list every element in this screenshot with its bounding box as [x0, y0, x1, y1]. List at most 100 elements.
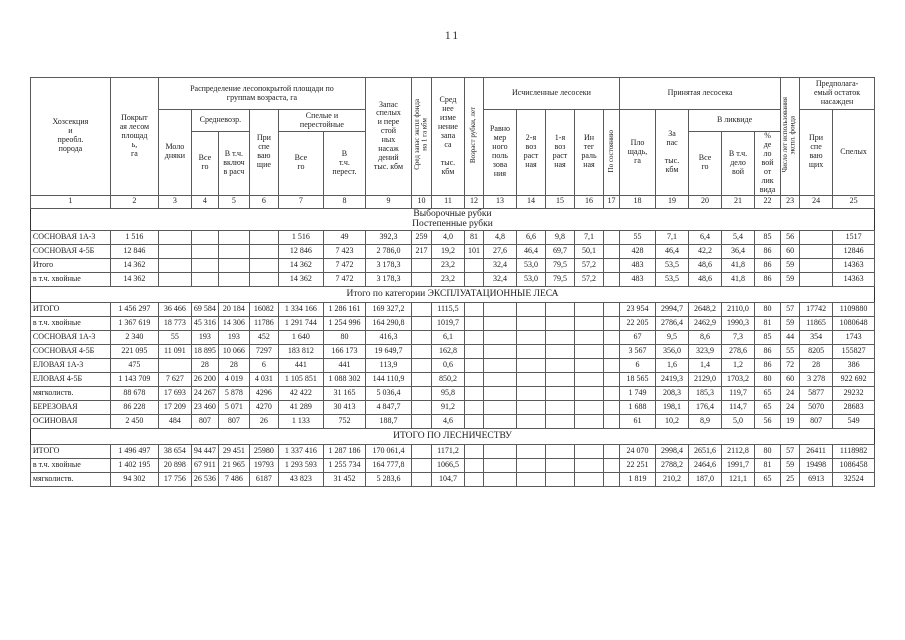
data-cell: 86 [754, 343, 782, 359]
data-cell: 2788,2 [655, 457, 690, 473]
data-cell: 1 367 619 [109, 315, 159, 331]
data-cell: 19,2 [430, 243, 465, 259]
data-cell: 11 091 [157, 343, 192, 359]
data-cell: 2786,4 [655, 315, 690, 331]
data-cell: 30 413 [322, 399, 366, 415]
data-cell [482, 457, 517, 473]
column-number-row: 1 2 3 4 5 6 7 8 9 10 11 12 13 14 15 16 1… [29, 194, 876, 209]
data-cell [602, 385, 621, 401]
table-row: мягколиств. 88 678 17 693 24 267 5 878 4296 42… [29, 385, 876, 401]
data-cell: 7 472 [322, 271, 366, 287]
data-cell: 69 584 [190, 301, 219, 317]
col-header-years-of-use: Число лет использования экспл. фонда [780, 77, 801, 196]
data-cell: 1115,5 [430, 301, 465, 317]
data-cell: 72 [780, 357, 801, 373]
data-cell [410, 443, 432, 459]
data-cell: 38 654 [157, 443, 192, 459]
data-cell: 14 362 [109, 271, 159, 287]
data-cell: 86 [754, 357, 782, 373]
data-cell [602, 399, 621, 415]
data-cell [515, 399, 546, 415]
col-header-merchantable-pct: % де ло вой от лик вида [754, 131, 782, 196]
data-cell [248, 257, 279, 273]
data-cell: 23 954 [619, 301, 657, 317]
data-cell: 185,3 [688, 385, 723, 401]
col-num: 14 [515, 194, 546, 209]
data-cell: 1080648 [832, 315, 876, 331]
data-cell: 170 061,4 [364, 443, 412, 459]
data-cell [515, 357, 546, 373]
data-cell [602, 271, 621, 287]
subgroup-header-mature-overmature: Спелые и перестойные [277, 109, 366, 132]
data-cell [515, 471, 546, 487]
data-cell [602, 315, 621, 331]
data-cell: 354 [799, 329, 834, 345]
data-cell: 11786 [248, 315, 279, 331]
data-cell: 24 267 [190, 385, 219, 401]
table-row: Итого 14 362 14 362 7 472 3 178,3 23,2 32,4 53,… [29, 257, 876, 273]
data-cell: 53,0 [515, 257, 546, 273]
data-cell [544, 457, 575, 473]
data-cell [217, 271, 250, 287]
data-cell: 81 [754, 457, 782, 473]
data-cell [573, 301, 604, 317]
data-cell: 259 [410, 229, 432, 245]
data-cell [602, 357, 621, 373]
data-cell: 2 450 [109, 413, 159, 429]
data-cell [190, 271, 219, 287]
data-cell: 86 [754, 243, 782, 259]
data-cell: 5877 [799, 385, 834, 401]
data-cell: 95,8 [430, 385, 465, 401]
data-cell: 19498 [799, 457, 834, 473]
col-header-mean-increment: Сред нее изме нение запа са тыс. кбм [430, 77, 465, 196]
data-cell: 26 536 [190, 471, 219, 487]
group-header-age-distribution: Распределение лесопокрытой площади по гр… [157, 77, 366, 110]
data-cell: 10 066 [217, 343, 250, 359]
data-cell: 8,9 [688, 413, 723, 429]
data-cell: 49 [322, 229, 366, 245]
data-cell: 60 [780, 371, 801, 387]
data-cell: 1 255 734 [322, 457, 366, 473]
col-num: 17 [602, 194, 621, 209]
data-cell: 61 [619, 413, 657, 429]
data-cell: 193 [190, 329, 219, 345]
col-num: 7 [277, 194, 324, 209]
row-name-cell: ИТОГО [29, 443, 111, 459]
data-cell: 46,4 [515, 243, 546, 259]
data-cell [190, 243, 219, 259]
data-cell: 17 756 [157, 471, 192, 487]
data-cell: 1 819 [619, 471, 657, 487]
col-num: 5 [217, 194, 250, 209]
col-header-avg-stock-per-ha: Сред запас экспл фонда на 1 га кбм [410, 77, 432, 196]
data-cell: 57,2 [573, 257, 604, 273]
data-cell: 32,4 [482, 271, 517, 287]
col-header-liquid-total: Все го [688, 131, 723, 196]
data-cell: 1743 [832, 329, 876, 345]
data-cell [217, 243, 250, 259]
data-cell: 4,6 [430, 413, 465, 429]
data-cell: 441 [277, 357, 324, 373]
data-cell: 14 362 [277, 257, 324, 273]
col-num: 8 [322, 194, 366, 209]
data-cell [482, 413, 517, 429]
header-tier-2: Моло дняки Средневозр. При спе ваю щие С… [30, 109, 876, 196]
col-header-overmature: В т.ч. перест. [322, 131, 366, 196]
row-name-cell: мягколиств. [29, 385, 111, 401]
col-header-liquid-merchantable: В т.ч. дело вой [721, 131, 756, 196]
data-cell: 7,1 [655, 229, 690, 245]
data-cell [463, 443, 484, 459]
data-cell: 28683 [832, 399, 876, 415]
data-cell: 3 178,3 [364, 257, 412, 273]
data-cell [602, 413, 621, 429]
col-header-2nd-age: 2-я воз раст ная [515, 109, 546, 196]
col-num: 15 [544, 194, 575, 209]
data-cell: 28 [217, 357, 250, 373]
data-cell [515, 329, 546, 345]
table-header: Хозсекция и преобл. порода Покрыт ая лес… [29, 77, 876, 209]
data-cell: 45 316 [190, 315, 219, 331]
data-cell: 44 [780, 329, 801, 345]
data-cell: 31 452 [322, 471, 366, 487]
data-cell: 4270 [248, 399, 279, 415]
subgroup-header-middle-aged: Средневозр. [190, 109, 250, 132]
data-cell [157, 271, 192, 287]
